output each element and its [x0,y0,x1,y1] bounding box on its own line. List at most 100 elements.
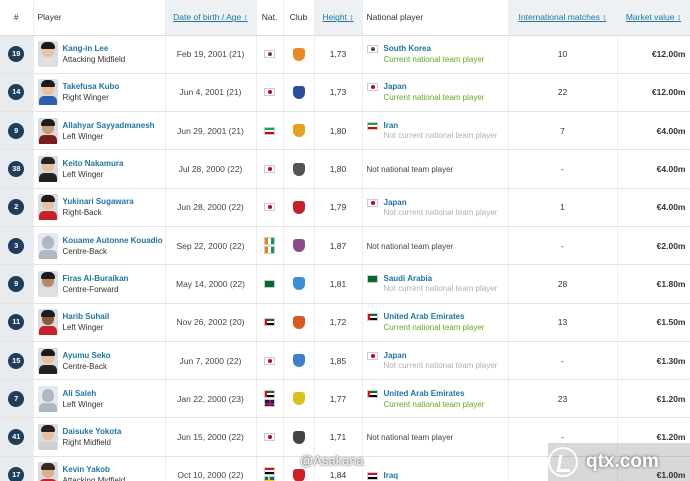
dob-cell: May 14, 2000 (22) [165,264,257,304]
player-name-link[interactable]: Kang-in Lee [62,44,109,54]
player-name-link[interactable]: Harib Suhail [62,312,110,322]
player-name-link[interactable]: Ayumu Seko [62,350,111,360]
club-cell [283,264,315,304]
national-team-link[interactable]: Saudi Arabia [383,274,433,284]
market-value-cell[interactable]: €4.00m [617,149,690,189]
national-team-status: Not current national team player [383,284,498,294]
club-cell [283,226,315,266]
player-name-link[interactable]: Ali Saleh [62,388,97,398]
col-dob-label[interactable]: Date of birth / Age [173,12,242,23]
shirt-number-badge: 2 [8,199,25,216]
player-position: Attacking Midfield [62,476,126,481]
club-crest-icon[interactable] [292,392,305,406]
national-team-link[interactable]: South Korea [383,44,432,54]
table-row: 15 Ayumu Seko Centre-Back Jun 7, 2000 (22… [0,341,690,381]
market-value-cell[interactable]: €4.00m [617,188,690,227]
player-cell: Daisuke Yokota Right Midfield [33,417,166,457]
player-name-link[interactable]: Takefusa Kubo [62,82,120,92]
player-name-link[interactable]: Keito Nakamura [62,159,124,169]
national-player-cell: Japan Current national team player [362,73,509,113]
national-player-cell: Iran Not current national team player [362,111,509,151]
flag-jp-icon [366,83,378,92]
height-cell: 1,77 [314,379,363,419]
nationality-cell [256,35,284,74]
shirt-number-cell: 3 [0,226,34,266]
flag-jp-icon [264,88,275,97]
col-dob-sort[interactable]: Date of birth / Age ↕ [165,0,257,36]
club-crest-icon[interactable] [292,468,305,481]
club-crest-icon[interactable] [292,47,305,61]
club-crest-icon[interactable] [292,354,305,368]
club-crest-icon[interactable] [292,430,305,444]
market-value-cell[interactable]: €1.80m [617,264,690,304]
col-market-value-label[interactable]: Market value [625,12,675,23]
national-team-link[interactable]: Japan [383,351,407,361]
sort-icon: ↕ [602,12,607,23]
club-crest-icon[interactable] [292,200,305,214]
national-player-cell: United Arab Emirates Current national tea… [362,303,509,342]
nationality-cell [256,341,284,381]
player-name-link[interactable]: Kouame Autonne Kouadio [62,235,163,245]
col-nationality: Nat. [256,0,284,36]
market-value-cell[interactable]: €1.50m [617,303,690,342]
club-cell [283,188,315,227]
col-height-label[interactable]: Height [322,12,347,23]
national-team-link[interactable]: Iran [383,121,399,131]
dob-cell: Jun 4, 2001 (21) [165,73,257,113]
dob-cell: Sep 22, 2000 (22) [165,226,257,266]
col-intl-matches-label[interactable]: International matches [518,12,600,23]
national-team-link[interactable]: Japan [383,197,407,207]
col-height-sort[interactable]: Height ↕ [314,0,363,36]
flag-jp-icon [366,198,378,207]
player-cell: Takefusa Kubo Right Winger [33,73,166,113]
player-position: Left Winger [62,170,104,180]
market-value-cell[interactable]: €12.00m [617,73,690,113]
club-crest-icon[interactable] [292,162,305,176]
club-crest-icon[interactable] [292,85,305,99]
market-value-cell[interactable]: €1.20m [617,417,690,457]
table-row: 19 Kang-in Lee Attacking Midfield Feb 19,… [0,35,690,74]
nationality-cell [256,456,284,481]
player-photo-placeholder [37,385,58,412]
club-crest-icon[interactable] [292,277,305,291]
market-value-cell[interactable]: €1.30m [617,341,690,381]
dob-cell: Jun 15, 2000 (22) [165,417,257,457]
player-name-link[interactable]: Allahyar Sayyadmanesh [62,120,155,130]
market-value-cell[interactable]: €12.00m [617,35,690,74]
player-name-link[interactable]: Daisuke Yokota [62,427,122,437]
player-position: Right Winger [62,93,109,103]
national-team-status: Not current national team player [383,361,498,371]
player-position: Centre-Back [62,246,107,256]
national-team-link[interactable]: Japan [383,82,407,92]
club-crest-icon[interactable] [292,124,305,138]
national-team-link[interactable]: United Arab Emirates [383,312,465,322]
market-value-cell[interactable]: €1.00m [617,456,690,481]
sort-icon: ↕ [243,12,248,23]
player-position: Attacking Midfield [62,55,126,65]
shirt-number-badge: 9 [8,122,25,139]
flag-kr-icon [264,50,275,59]
sort-icon: ↕ [349,12,354,23]
club-crest-icon[interactable] [292,239,305,253]
national-team-link[interactable]: Iraq [383,470,399,480]
national-team-link[interactable]: United Arab Emirates [383,388,465,398]
intl-matches-cell: - [508,149,618,189]
flag-ir-icon [366,122,378,131]
col-market-value-sort[interactable]: Market value ↕ [617,0,690,36]
col-intl-matches-sort[interactable]: International matches ↕ [508,0,618,36]
player-cell: Firas Al-Buraikan Centre-Forward [33,264,166,304]
player-name-link[interactable]: Firas Al-Buraikan [62,273,129,283]
market-value-cell[interactable]: €1.20m [617,379,690,419]
height-cell: 1,71 [314,417,363,457]
player-name-link[interactable]: Yukinari Sugawara [62,197,134,207]
flag-sa-icon [264,279,275,288]
intl-matches-cell: - [508,226,618,266]
club-crest-icon[interactable] [292,315,305,329]
height-cell: 1,85 [314,341,363,381]
dob-cell: Nov 26, 2002 (20) [165,303,257,342]
col-club: Club [283,0,315,36]
player-name-link[interactable]: Kevin Yakob [62,465,110,475]
national-player-cell: Not national team player [362,226,509,266]
market-value-cell[interactable]: €2.00m [617,226,690,266]
market-value-cell[interactable]: €4.00m [617,111,690,151]
